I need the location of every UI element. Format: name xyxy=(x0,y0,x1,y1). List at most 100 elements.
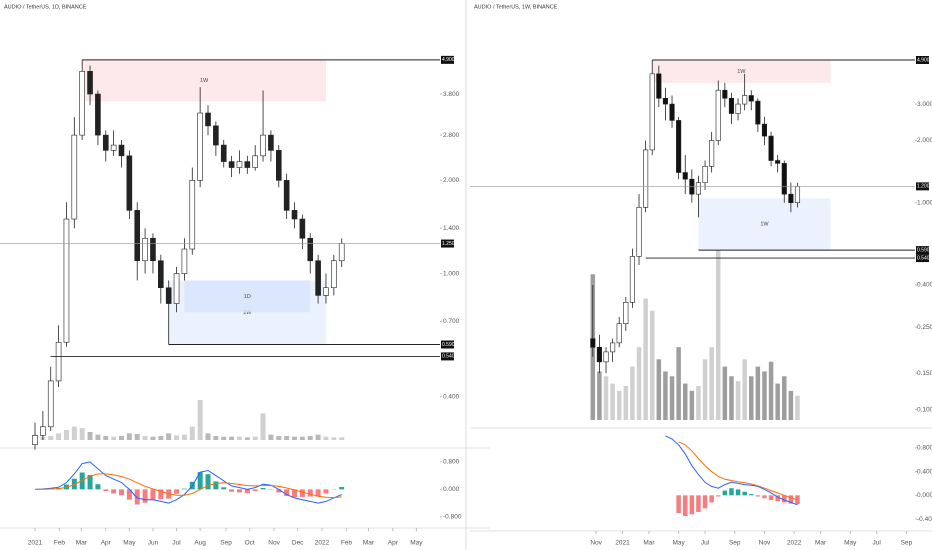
volume-bar xyxy=(643,298,648,420)
macd-line xyxy=(34,461,342,504)
price-tag xyxy=(441,352,454,361)
volume-bar xyxy=(213,436,219,440)
candle-body xyxy=(283,180,290,211)
volume-bar xyxy=(762,371,767,420)
candle-body xyxy=(590,338,596,348)
macd-histogram-bar xyxy=(150,489,156,501)
volume-bar xyxy=(205,433,211,440)
x-tick-label: Jul xyxy=(172,540,181,547)
price-tag-label: 4.900 xyxy=(917,57,930,63)
macd-histogram-bar xyxy=(709,495,714,503)
candle-body xyxy=(649,73,655,151)
x-tick-label: Dec xyxy=(292,540,304,547)
volume-bar xyxy=(749,376,754,420)
macd-histogram-bar xyxy=(236,489,242,493)
zone-label: 1W xyxy=(200,78,209,84)
price-tag xyxy=(916,182,929,191)
volume-bar xyxy=(56,433,62,440)
volume-bar xyxy=(111,436,117,440)
candle-body xyxy=(728,97,735,114)
candle-body xyxy=(252,155,258,168)
volume-bar xyxy=(782,376,787,420)
volume-bar xyxy=(788,390,794,420)
x-tick-label: 2022 xyxy=(787,540,802,547)
candle-body xyxy=(636,207,642,257)
price-tag-label: 0.540 xyxy=(917,255,930,261)
candle-body xyxy=(695,182,701,195)
y-tick-label: 1.400 xyxy=(443,225,460,232)
candle-body xyxy=(228,161,235,168)
x-tick-label: Nov xyxy=(759,540,771,547)
volume-bar xyxy=(623,386,629,420)
volume-bar xyxy=(268,434,274,440)
x-tick-label: Mar xyxy=(643,540,655,547)
y-tick-label: 2.800 xyxy=(443,132,460,139)
candle-body xyxy=(643,149,649,208)
macd-histogram-bar xyxy=(205,474,211,490)
volume-bar xyxy=(742,359,747,420)
volume-bar xyxy=(142,436,148,440)
macd-histogram-bar xyxy=(702,495,708,509)
candle-body xyxy=(331,260,337,289)
signal-line xyxy=(35,473,342,499)
candle-body xyxy=(158,260,164,289)
candle-body xyxy=(623,302,629,325)
x-tick-label: Sep xyxy=(220,540,232,547)
x-tick-label: May xyxy=(410,540,423,547)
volume-bar xyxy=(722,366,728,420)
volume-bar xyxy=(276,436,282,440)
candle-body xyxy=(676,120,682,173)
price-tag xyxy=(916,254,929,263)
y-tick-label: 0.100 xyxy=(917,406,932,413)
candle-body xyxy=(603,351,609,363)
candle-body xyxy=(722,89,728,99)
macd-histogram-bar xyxy=(276,489,282,493)
candle-body xyxy=(299,218,306,239)
candle-body xyxy=(47,380,54,428)
volume-bar xyxy=(636,347,642,420)
candle-body xyxy=(735,103,741,114)
candle-body xyxy=(142,237,148,262)
x-tick-label: Nov xyxy=(268,540,280,547)
volume-bar xyxy=(119,436,125,440)
volume-bar xyxy=(603,376,609,420)
volume-bar xyxy=(260,413,266,440)
volume-bar xyxy=(689,390,695,420)
volume-bar xyxy=(715,250,721,420)
macd-histogram-bar xyxy=(119,489,125,496)
volume-bar xyxy=(663,371,668,420)
x-tick-label: Mar xyxy=(363,540,375,547)
macd-tick-label: 0.000 xyxy=(443,486,460,493)
candle-body xyxy=(682,172,688,180)
price-tag xyxy=(441,239,454,248)
volume-bar xyxy=(166,433,172,440)
price-tag xyxy=(916,55,929,64)
candle-body xyxy=(307,237,314,262)
y-tick-label: 0.150 xyxy=(917,370,932,377)
volume-bar xyxy=(103,436,109,440)
macd-tick-label: 0.000 xyxy=(917,492,932,499)
macd-histogram-bar xyxy=(676,495,681,514)
zone-label: 1W xyxy=(737,69,746,75)
volume-bar xyxy=(197,400,203,440)
y-tick-label: 0.250 xyxy=(917,324,932,331)
volume-bar xyxy=(339,437,345,440)
candle-body xyxy=(118,144,125,157)
volume-bar xyxy=(181,434,187,440)
candle-body xyxy=(323,287,329,296)
x-tick-label: May xyxy=(844,540,857,547)
macd-histogram-bar xyxy=(755,495,761,497)
candle-body xyxy=(40,426,46,436)
y-tick-label: 2.000 xyxy=(917,137,932,144)
candle-body xyxy=(596,346,602,363)
x-tick-label: Feb xyxy=(341,540,353,547)
candle-body xyxy=(32,435,38,446)
volume-bar xyxy=(87,432,93,440)
macd-histogram-bar xyxy=(244,489,250,494)
macd-histogram-bar xyxy=(181,488,187,490)
candle-body xyxy=(260,134,266,157)
macd-histogram-bar xyxy=(95,484,101,490)
volume-bar xyxy=(236,436,242,440)
x-tick-label: Oct xyxy=(245,540,255,547)
